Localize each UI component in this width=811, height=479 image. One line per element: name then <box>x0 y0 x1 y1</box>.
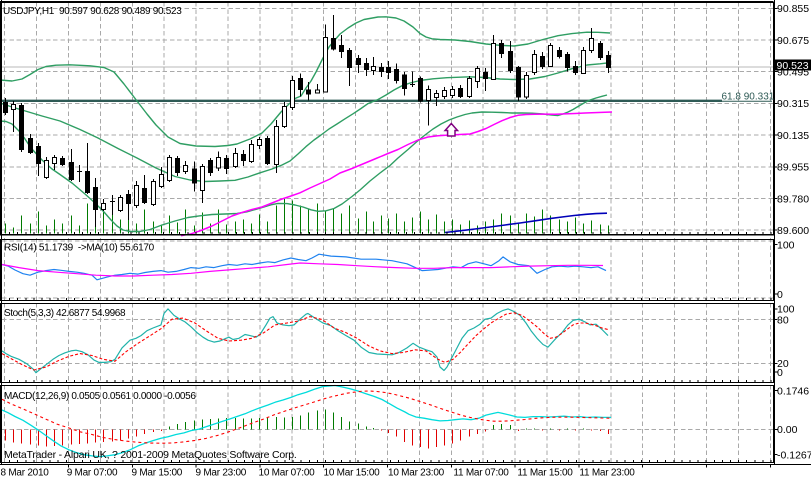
svg-text:11 Mar 07:00: 11 Mar 07:00 <box>453 468 509 479</box>
svg-text:20: 20 <box>777 358 789 370</box>
svg-text:80: 80 <box>777 314 789 326</box>
svg-text:89.780: 89.780 <box>777 193 809 205</box>
svg-text:10 Mar 07:00: 10 Mar 07:00 <box>259 468 316 479</box>
svg-text:90.675: 90.675 <box>777 35 809 47</box>
svg-text:9 Mar 07:00: 9 Mar 07:00 <box>67 468 118 479</box>
svg-text:10 Mar 23:00: 10 Mar 23:00 <box>388 468 445 479</box>
svg-text:9 Mar 15:00: 9 Mar 15:00 <box>131 468 182 479</box>
svg-text:100: 100 <box>777 304 795 316</box>
svg-text:0.00: 0.00 <box>777 424 798 436</box>
svg-text:90.523: 90.523 <box>777 60 809 72</box>
svg-text:61.8 90.331: 61.8 90.331 <box>722 91 775 102</box>
svg-text:90.855: 90.855 <box>777 3 809 15</box>
svg-text:MACD(12,26,9) 0.0505 0.0561 0.: MACD(12,26,9) 0.0505 0.0561 0.0000 -0.00… <box>4 391 196 402</box>
svg-text:-0.1267: -0.1267 <box>777 449 811 461</box>
svg-text:100: 100 <box>777 239 795 251</box>
svg-text:MetaTrader - Alpari UK, ? 2001: MetaTrader - Alpari UK, ? 2001-2009 Meta… <box>4 449 297 461</box>
svg-text:90.135: 90.135 <box>777 130 809 142</box>
svg-text:RSI(14) 51.1739 ->MA(10) 55.6: RSI(14) 51.1739 ->MA(10) 55.6170 <box>4 243 155 254</box>
svg-text:9 Mar 23:00: 9 Mar 23:00 <box>195 468 246 479</box>
svg-text:0: 0 <box>777 289 783 301</box>
svg-text:89.955: 89.955 <box>777 162 809 174</box>
svg-text:0.1746: 0.1746 <box>777 385 809 397</box>
svg-text:0: 0 <box>777 367 783 379</box>
svg-text:11 Mar 15:00: 11 Mar 15:00 <box>517 468 573 479</box>
svg-text:USDJPY,H1 90.597 90.628 90.48: USDJPY,H1 90.597 90.628 90.489 90.523 <box>3 6 182 17</box>
svg-text:8 Mar 2010: 8 Mar 2010 <box>1 468 50 479</box>
svg-text:Stoch(5,3,3) 42.6877 54.9968: Stoch(5,3,3) 42.6877 54.9968 <box>4 308 126 319</box>
svg-text:89.600: 89.600 <box>777 225 809 237</box>
svg-text:90.315: 90.315 <box>777 98 809 110</box>
svg-text:11 Mar 23:00: 11 Mar 23:00 <box>579 468 635 479</box>
svg-text:10 Mar 15:00: 10 Mar 15:00 <box>324 468 381 479</box>
